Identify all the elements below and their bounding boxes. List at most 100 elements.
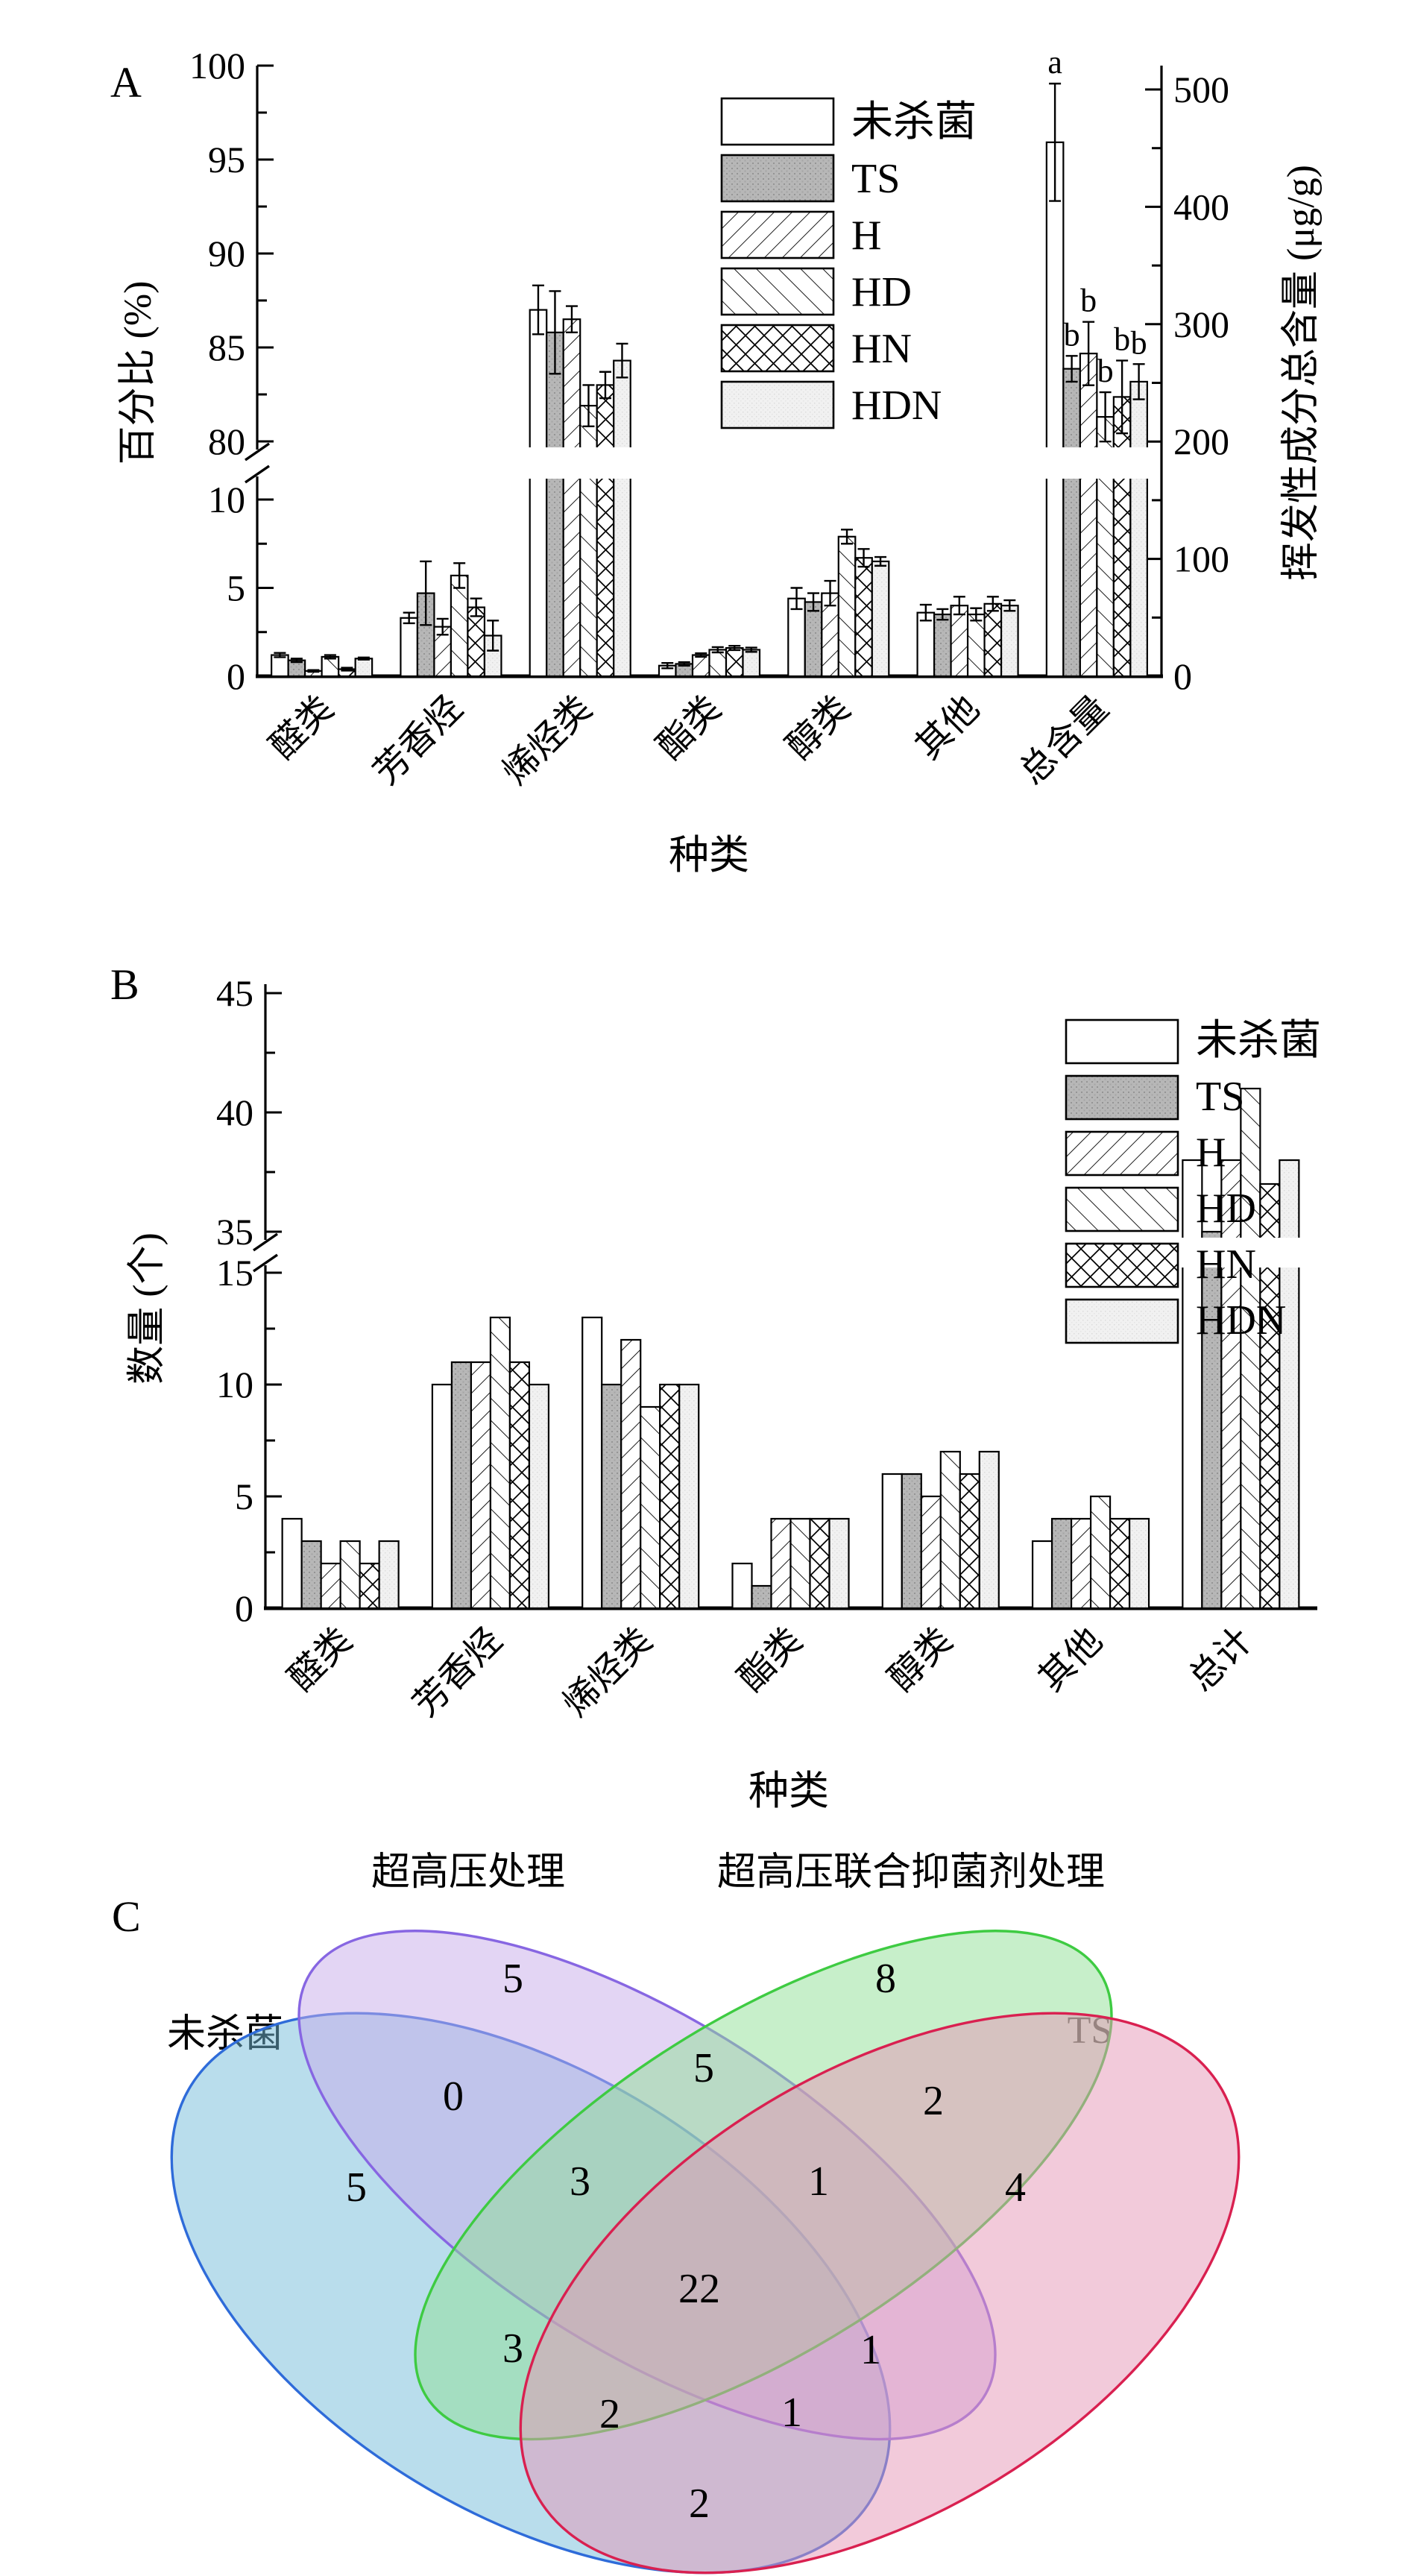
- panel-b-break-axis-gap: [263, 1240, 268, 1265]
- panel-b-bar-HN-醇类: [959, 1473, 980, 1610]
- panel-a-ticklabel-90: 90: [208, 233, 245, 274]
- panel-a-bar-HD-芳香烃: [450, 574, 469, 678]
- panel-a-x-axis-label: 种类: [669, 833, 749, 878]
- panel-a-ticklabel-85: 85: [208, 327, 245, 368]
- panel-b-legend-label-HN: HN: [1196, 1241, 1256, 1288]
- panel-a-ticklabel-95: 95: [208, 139, 245, 180]
- panel-a-legend-swatch-TS: [720, 154, 835, 203]
- panel-a-bar-HN-烯烃类: [596, 384, 615, 678]
- panel-a-bar-TS-醇类: [804, 601, 823, 678]
- panel-b-bar-HDN-烯烃类: [678, 1383, 700, 1610]
- panel-a-bar-TS-烯烃类: [546, 331, 564, 678]
- panel-b-legend-label-HDN: HDN: [1196, 1297, 1286, 1344]
- panel-a-legend-swatch-未杀菌: [720, 97, 835, 146]
- panel-b-bar-HDN-芳香烃: [528, 1383, 550, 1610]
- panel-a-ticklabel-5: 5: [227, 567, 245, 609]
- panel-b-ticklabel-0: 0: [235, 1587, 253, 1629]
- generated-chart-content: 0510808590951000100200300400500醛类 芳香烃 烯烃类酯…: [64, 44, 1346, 2576]
- panel-b-legend-swatch-TS: [1065, 1074, 1179, 1121]
- panel-a-rticklabel-100: 100: [1173, 538, 1229, 580]
- panel-b-bar-H-芳香烃: [470, 1361, 492, 1610]
- panel-b-letter: B: [110, 960, 139, 1009]
- panel-a-bar-HN-其他: [983, 602, 1003, 678]
- panel-b-bar-TS-烯烃类: [601, 1383, 622, 1610]
- panel-b-bar-HN-醛类: [359, 1562, 380, 1610]
- panel-a-ticklabel-0: 0: [227, 655, 245, 697]
- panel-b-ticklabel-10: 10: [216, 1364, 253, 1405]
- panel-b-legend-label-TS: TS: [1196, 1074, 1244, 1120]
- panel-a-break-mark: [245, 442, 270, 462]
- venn-region-count-BCD: 1: [808, 2158, 829, 2205]
- panel-a-legend-label-H: H: [851, 212, 881, 259]
- panel-b-bar-HN-其他: [1109, 1517, 1131, 1610]
- panel-a-rticklabel-300: 300: [1173, 303, 1229, 345]
- panel-a-bar-TS-总含量: [1062, 368, 1081, 678]
- panel-b-bar-H-酯类: [770, 1517, 792, 1610]
- panel-a-bar-HDN-其他: [1000, 605, 1019, 678]
- panel-a-break-axis-gap: [255, 450, 259, 476]
- panel-a-letter: A: [110, 58, 142, 107]
- panel-a-sig-letter-HD: b: [1097, 353, 1114, 389]
- panel-a-bar-未杀菌-烯烃类: [529, 309, 548, 678]
- panel-b-bar-H-烯烃类: [620, 1338, 642, 1610]
- panel-b-bar-TS-其他: [1050, 1517, 1073, 1610]
- panel-b-bar-HD-其他: [1089, 1495, 1112, 1610]
- panel-b-legend-label-H: H: [1196, 1130, 1226, 1176]
- panel-b-legend-swatch-HD: [1065, 1186, 1179, 1232]
- venn-ellipse-TS: [413, 1900, 1346, 2576]
- panel-b-legend-swatch-HDN: [1065, 1298, 1179, 1344]
- panel-a-legend-swatch-H: [720, 210, 835, 259]
- venn-region-count-ABCD: 22: [678, 2266, 720, 2312]
- panel-b-x-axis-label: 种类: [748, 1769, 829, 1813]
- panel-a-break-mark: [245, 465, 270, 484]
- venn-region-count-D: 4: [1005, 2164, 1026, 2211]
- panel-a-bar-HD-酯类: [708, 649, 728, 678]
- venn-region-count-BC: 5: [693, 2045, 714, 2091]
- panel-a-bar-TS-其他: [933, 613, 952, 678]
- venn-set-label-hp: 超高压处理: [371, 1851, 565, 1894]
- panel-a-ticklabel-80: 80: [208, 421, 245, 462]
- panel-a-bar-HDN-醇类: [871, 560, 890, 678]
- panel-b-y-axis-label: 数量 (个): [126, 1232, 168, 1385]
- panel-b-bar-未杀菌-醛类: [281, 1517, 303, 1610]
- panel-a-bar-H-酯类: [691, 654, 710, 678]
- panel-b-bar-HD-总计: [1240, 1087, 1261, 1610]
- panel-b-bar-HDN-酯类: [828, 1517, 850, 1610]
- venn-region-count-ACD: 2: [599, 2391, 620, 2437]
- venn-region-count-AC: 3: [502, 2325, 523, 2372]
- panel-a-sig-letter-H: b: [1080, 283, 1097, 319]
- panel-a-bar-HDN-烯烃类: [613, 359, 631, 678]
- venn-region-count-BD: 1: [860, 2327, 881, 2373]
- panel-a-bar-HD-醛类: [321, 655, 340, 678]
- panel-c-letter: C: [112, 1892, 141, 1941]
- panel-b-bar-H-其他: [1070, 1517, 1092, 1610]
- panel-b-bar-HDN-其他: [1128, 1517, 1150, 1610]
- panel-a-ticklabel-100: 100: [189, 45, 245, 86]
- panel-a-bar-HD-烯烃类: [579, 405, 598, 678]
- panel-a-bar-H-其他: [950, 605, 969, 678]
- panel-a-sig-letter-HDN: b: [1131, 324, 1147, 361]
- panel-a-rticklabel-0: 0: [1173, 655, 1192, 697]
- panel-b-bar-未杀菌-其他: [1031, 1540, 1053, 1610]
- venn-region-count-AB: 0: [443, 2073, 464, 2120]
- panel-a-legend-label-未杀菌: 未杀菌: [851, 99, 977, 145]
- venn-region-count-ABC: 3: [570, 2158, 590, 2205]
- panel-b-bar-HD-烯烃类: [640, 1405, 661, 1610]
- panel-b-bar-未杀菌-芳香烃: [431, 1383, 453, 1610]
- venn-region-count-B: 5: [502, 1956, 523, 2002]
- panel-b-bar-未杀菌-醇类: [881, 1473, 903, 1610]
- venn-region-count-ABD: 1: [781, 2390, 802, 2436]
- panel-b-bar-TS-芳香烃: [450, 1361, 473, 1610]
- panel-b-legend-label-未杀菌: 未杀菌: [1196, 1018, 1321, 1064]
- panel-a-rticklabel-200: 200: [1173, 421, 1229, 462]
- venn-region-count-A: 5: [346, 2164, 367, 2211]
- panel-a-rticklabel-500: 500: [1173, 69, 1229, 110]
- panel-b-break-mark: [253, 1232, 278, 1252]
- panel-b-bar-TS-醇类: [901, 1473, 922, 1610]
- panel-a-bar-未杀菌-醛类: [271, 654, 289, 678]
- panel-a-sig-letter-未杀菌: a: [1047, 44, 1062, 81]
- venn-ellipses-group: [64, 1836, 1346, 2576]
- panel-a-bar-HN-芳香烃: [467, 606, 486, 678]
- panel-a-legend-label-HN: HN: [851, 326, 912, 372]
- panel-b-legend-swatch-H: [1065, 1130, 1179, 1177]
